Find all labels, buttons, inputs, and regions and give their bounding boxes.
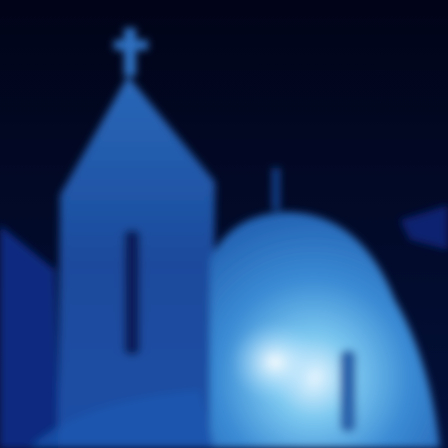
cross-vertical — [124, 28, 136, 76]
right-roof — [400, 205, 448, 250]
dome-cross — [272, 168, 280, 210]
buildings — [0, 28, 448, 448]
cross-horizontal — [114, 40, 148, 50]
left-building — [0, 225, 60, 448]
dome-highlight — [230, 322, 320, 402]
tower-window — [124, 230, 140, 355]
foreground — [30, 390, 215, 448]
dome-window — [340, 350, 356, 432]
